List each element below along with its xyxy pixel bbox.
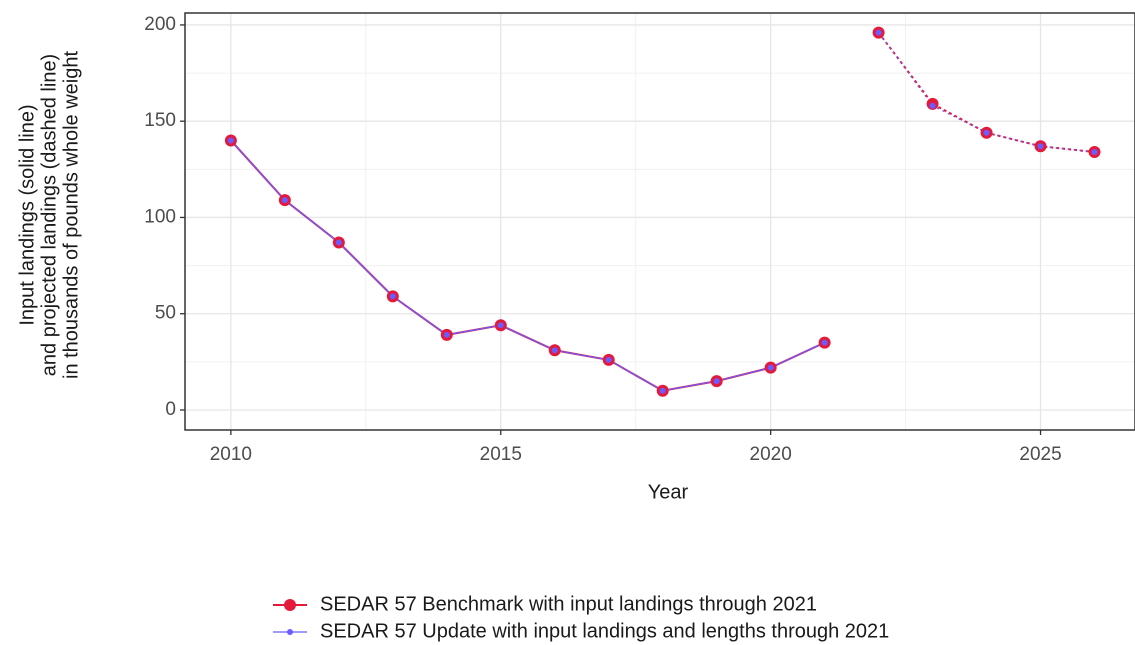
plot-frame [184,12,1135,431]
y-tick-label: 150 [144,110,176,131]
data-point [1037,143,1044,150]
data-point [713,378,720,385]
y-axis-title: Input landings (solid line) and projecte… [16,51,82,379]
x-tick-label: 2010 [210,444,252,465]
y-tick-label: 0 [165,399,176,420]
y-axis-title-line: in thousands of pounds whole weight [60,51,82,379]
series-line [230,140,825,392]
y-axis-title-line: Input landings (solid line) [16,104,38,325]
data-point [875,29,882,36]
data-point [335,239,342,246]
data-point [227,137,234,144]
legend-swatch-point [287,629,293,635]
x-tick-label: 2015 [480,444,522,465]
x-tick-label: 2025 [1019,444,1061,465]
legend-label: SEDAR 57 Update with input landings and … [320,620,889,642]
data-point [389,293,396,300]
y-tick-label: 100 [144,206,176,227]
data-point [983,129,990,136]
x-tick-label: 2020 [750,444,792,465]
data-point [551,347,558,354]
x-axis-title: Year [648,481,689,503]
data-point [767,364,774,371]
data-point [659,387,666,394]
legend-label: SEDAR 57 Benchmark with input landings t… [320,593,817,615]
y-tick-label: 50 [155,303,176,324]
y-axis-title-line: and projected landings (dashed line) [38,54,60,376]
data-point [821,339,828,346]
data-point [281,197,288,204]
data-point [929,102,936,109]
data-point [443,331,450,338]
data-point [497,322,504,329]
legend-swatch-point [284,599,296,611]
y-tick-label: 200 [144,14,176,35]
data-point [605,356,612,363]
data-point [1091,149,1098,155]
